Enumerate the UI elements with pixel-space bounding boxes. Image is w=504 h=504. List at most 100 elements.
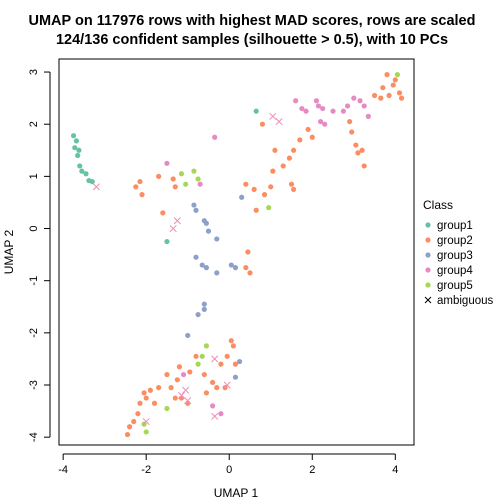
point-group2 <box>230 343 236 349</box>
point-group2 <box>168 385 174 391</box>
point-group5 <box>191 168 197 174</box>
point-group5 <box>203 343 209 349</box>
legend-marker <box>425 237 431 243</box>
point-group2 <box>214 385 220 391</box>
point-group5 <box>164 405 170 412</box>
y-tick-label: -2 <box>28 328 40 338</box>
point-group2 <box>280 163 286 169</box>
point-group3 <box>214 270 220 276</box>
point-group2 <box>245 249 251 255</box>
point-group2 <box>135 411 141 417</box>
legend-marker <box>425 252 431 258</box>
point-group3 <box>239 194 245 200</box>
point-group2 <box>261 192 268 198</box>
point-group2 <box>386 92 392 99</box>
point-group2 <box>124 431 131 438</box>
legend-label: ambiguous <box>437 295 494 307</box>
point-group3 <box>232 374 239 380</box>
point-group2 <box>176 364 183 370</box>
point-group4 <box>315 103 322 109</box>
point-group2 <box>398 95 405 101</box>
point-group3 <box>193 207 199 213</box>
y-tick-label: -3 <box>28 380 40 390</box>
point-group2 <box>349 129 355 135</box>
point-group2 <box>253 207 259 213</box>
point-group2 <box>193 353 199 359</box>
point-group1 <box>70 133 77 139</box>
point-group5 <box>394 72 400 78</box>
point-group2 <box>270 168 276 174</box>
point-group2 <box>172 395 178 401</box>
point-group5 <box>178 171 185 177</box>
point-ambiguous <box>92 183 100 191</box>
point-group3 <box>237 358 243 365</box>
point-group4 <box>344 103 351 109</box>
point-group2 <box>243 181 249 187</box>
point-group2 <box>353 142 359 148</box>
point-group2 <box>251 186 257 193</box>
point-group2 <box>396 90 403 96</box>
point-group2 <box>147 387 153 393</box>
point-group4 <box>340 108 347 114</box>
point-group4 <box>212 134 218 140</box>
point-group2 <box>126 424 133 430</box>
x-tick-label: -4 <box>58 464 68 476</box>
point-group2 <box>259 121 266 127</box>
point-group2 <box>228 338 234 344</box>
point-group2 <box>392 77 398 83</box>
point-group2 <box>390 82 396 88</box>
point-group3 <box>205 228 212 234</box>
point-ambiguous <box>211 355 219 363</box>
plot-frame <box>58 58 415 446</box>
point-group4 <box>197 181 203 187</box>
y-tick-label: 2 <box>28 121 40 127</box>
point-group2 <box>268 184 274 190</box>
point-group2 <box>203 390 209 396</box>
point-group2 <box>290 147 297 153</box>
point-group4 <box>303 108 309 114</box>
point-group2 <box>156 385 162 391</box>
point-group3 <box>195 311 201 318</box>
point-ambiguous <box>269 112 277 120</box>
point-ambiguous <box>142 417 150 426</box>
point-group4 <box>293 98 299 104</box>
point-ambiguous <box>177 391 186 399</box>
x-tick-label: 4 <box>392 464 398 476</box>
point-group2 <box>131 418 137 425</box>
point-ambiguous <box>275 118 283 126</box>
point-ambiguous <box>173 217 181 225</box>
y-axis: -4 -3 -2 -1 0 1 2 3 <box>28 69 51 442</box>
point-group4 <box>365 113 371 119</box>
point-group2 <box>210 379 216 386</box>
point-group3 <box>201 306 207 312</box>
point-group2 <box>218 361 224 367</box>
legend-marker <box>425 282 431 288</box>
point-group2 <box>172 184 178 190</box>
point-group5 <box>143 429 149 435</box>
legend-item-group5: group5 <box>425 280 473 292</box>
y-axis-label: UMAP 2 <box>2 229 16 274</box>
point-group2 <box>185 400 191 406</box>
point-group2 <box>174 377 180 383</box>
point-group1 <box>76 147 82 153</box>
point-group5 <box>183 181 189 187</box>
legend-marker <box>425 267 431 273</box>
y-tick-label: -4 <box>28 432 40 442</box>
point-group2 <box>243 265 249 271</box>
point-group5 <box>266 205 272 211</box>
point-group1 <box>89 178 95 185</box>
point-group2 <box>160 210 166 216</box>
point-group2 <box>384 72 390 78</box>
point-ambiguous <box>169 224 177 233</box>
point-group4 <box>317 118 324 125</box>
point-group3 <box>199 262 205 268</box>
legend-label: group5 <box>437 280 473 292</box>
point-group2 <box>232 361 239 367</box>
point-group4 <box>218 411 224 417</box>
x-axis-label: UMAP 1 <box>214 486 259 500</box>
point-group2 <box>309 134 315 140</box>
point-group2 <box>201 371 207 378</box>
legend-label: group4 <box>437 265 473 277</box>
legend-item-group2: group2 <box>425 235 473 247</box>
